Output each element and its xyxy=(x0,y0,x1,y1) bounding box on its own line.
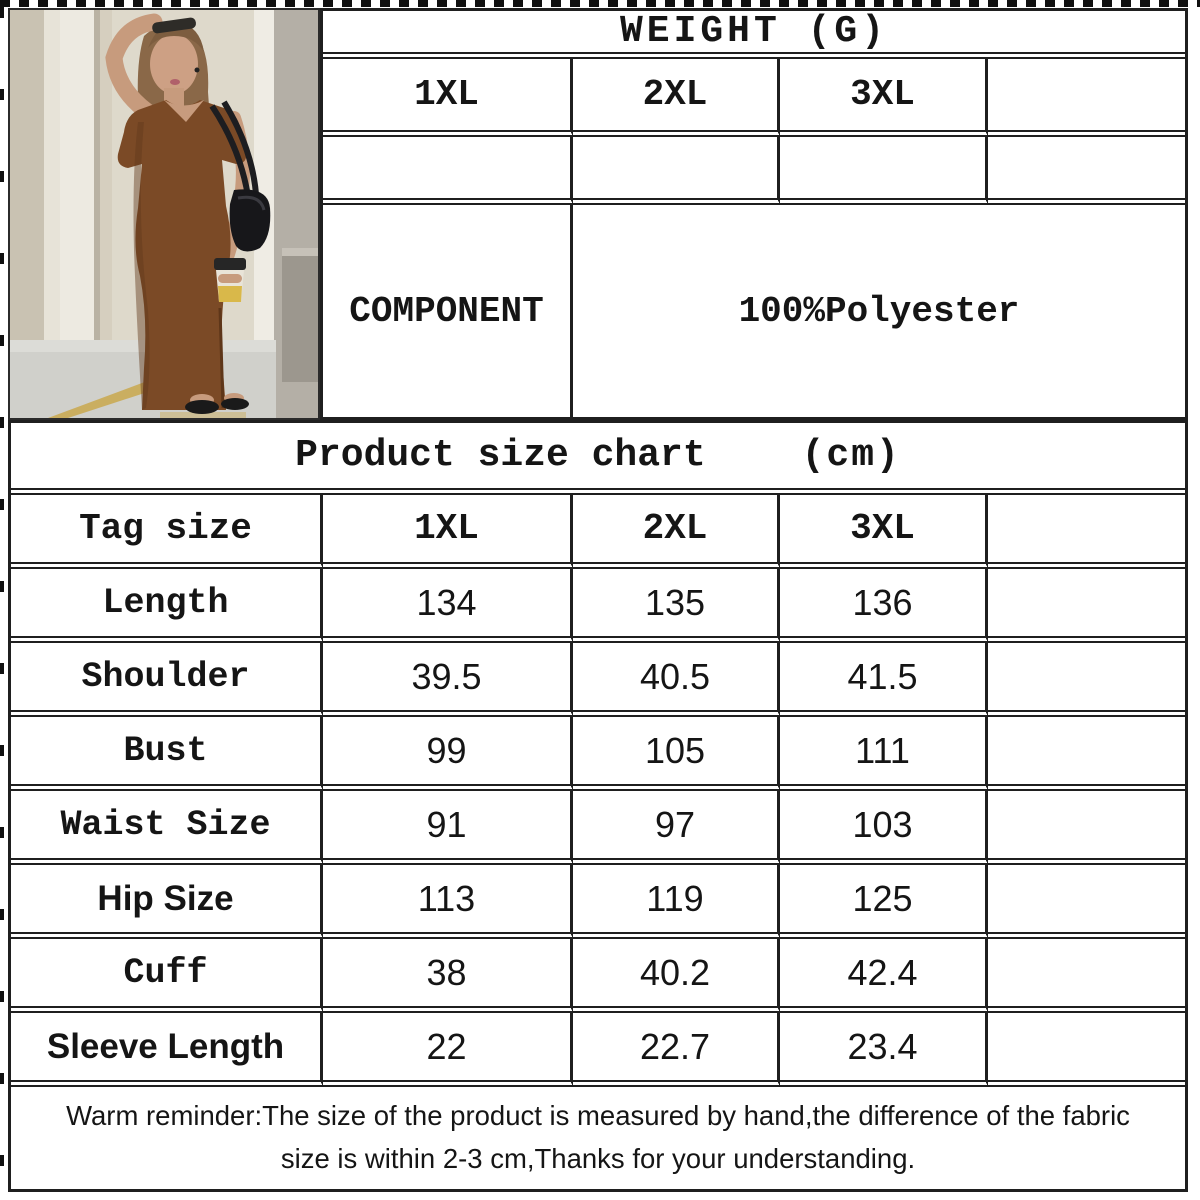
col-header-3xl: 3XL xyxy=(780,495,988,569)
size-chart-unit: (cm) xyxy=(801,434,901,477)
model-figure xyxy=(105,13,271,414)
size-chart-title: Product size chart (cm) xyxy=(11,423,1185,495)
row-label-length: Length xyxy=(11,569,323,643)
sleeve-3xl: 23.4 xyxy=(780,1013,988,1087)
bust-3xl: 111 xyxy=(780,717,988,791)
row-label-bust: Bust xyxy=(11,717,323,791)
waist-1xl: 91 xyxy=(323,791,573,865)
length-3xl: 136 xyxy=(780,569,988,643)
waist-3xl: 103 xyxy=(780,791,988,865)
waist-2xl: 97 xyxy=(573,791,780,865)
sandals xyxy=(185,393,249,414)
length-1xl: 134 xyxy=(323,569,573,643)
bust-1xl: 99 xyxy=(323,717,573,791)
weight-value-empty-3 xyxy=(780,137,988,205)
row-label-cuff: Cuff xyxy=(11,939,323,1013)
warm-reminder-text: Warm reminder:The size of the product is… xyxy=(66,1100,1130,1174)
weight-size-3xl: 3XL xyxy=(780,59,988,137)
shoulder-empty xyxy=(988,643,1185,717)
weight-size-empty xyxy=(988,59,1185,137)
hip-2xl: 119 xyxy=(573,865,780,939)
weight-value-empty-1 xyxy=(323,137,573,205)
sunglasses xyxy=(152,17,196,34)
warm-reminder: Warm reminder:The size of the product is… xyxy=(11,1087,1185,1189)
length-2xl: 135 xyxy=(573,569,780,643)
size-chart-table: Product size chart (cm) Tag size 1XL 2XL… xyxy=(8,420,1188,1192)
waist-empty xyxy=(988,791,1185,865)
size-chart-title-text: Product size chart xyxy=(295,434,706,477)
shoulder-2xl: 40.5 xyxy=(573,643,780,717)
row-label-waist-size: Waist Size xyxy=(11,791,323,865)
cuff-2xl: 40.2 xyxy=(573,939,780,1013)
raised-arm xyxy=(105,13,169,129)
hip-empty xyxy=(988,865,1185,939)
col-header-empty xyxy=(988,495,1185,569)
weight-size-2xl: 2XL xyxy=(573,59,780,137)
row-label-shoulder: Shoulder xyxy=(11,643,323,717)
product-photo xyxy=(8,8,320,420)
row-label-sleeve-length: Sleeve Length xyxy=(11,1013,323,1087)
hip-3xl: 125 xyxy=(780,865,988,939)
shoulder-bag xyxy=(209,100,271,252)
shoulder-1xl: 39.5 xyxy=(323,643,573,717)
model-photo-illustration xyxy=(10,10,318,418)
perforation-left-edge xyxy=(0,7,4,1192)
sleeve-empty xyxy=(988,1013,1185,1087)
col-header-1xl: 1XL xyxy=(323,495,573,569)
sleeve-1xl: 22 xyxy=(323,1013,573,1087)
row-label-hip-size: Hip Size xyxy=(11,865,323,939)
perforation-top-edge xyxy=(0,0,1200,7)
coffee-cup xyxy=(214,258,246,302)
weight-size-1xl: 1XL xyxy=(323,59,573,137)
col-header-2xl: 2XL xyxy=(573,495,780,569)
hip-1xl: 113 xyxy=(323,865,573,939)
weight-table: WEIGHT (G) 1XL 2XL 3XL COMPONENT 100%Pol… xyxy=(320,8,1188,420)
brown-dress xyxy=(117,100,247,410)
tag-size-header: Tag size xyxy=(11,495,323,569)
shoulder-3xl: 41.5 xyxy=(780,643,988,717)
component-value: 100%Polyester xyxy=(738,290,1020,332)
cuff-1xl: 38 xyxy=(323,939,573,1013)
length-empty xyxy=(988,569,1185,643)
cuff-empty xyxy=(988,939,1185,1013)
bust-2xl: 105 xyxy=(573,717,780,791)
weight-value-empty-4 xyxy=(988,137,1185,205)
weight-table-title: WEIGHT (G) xyxy=(323,11,1185,59)
sleeve-2xl: 22.7 xyxy=(573,1013,780,1087)
bust-empty xyxy=(988,717,1185,791)
weight-value-empty-2 xyxy=(573,137,780,205)
component-label: COMPONENT xyxy=(323,205,573,417)
cuff-3xl: 42.4 xyxy=(780,939,988,1013)
